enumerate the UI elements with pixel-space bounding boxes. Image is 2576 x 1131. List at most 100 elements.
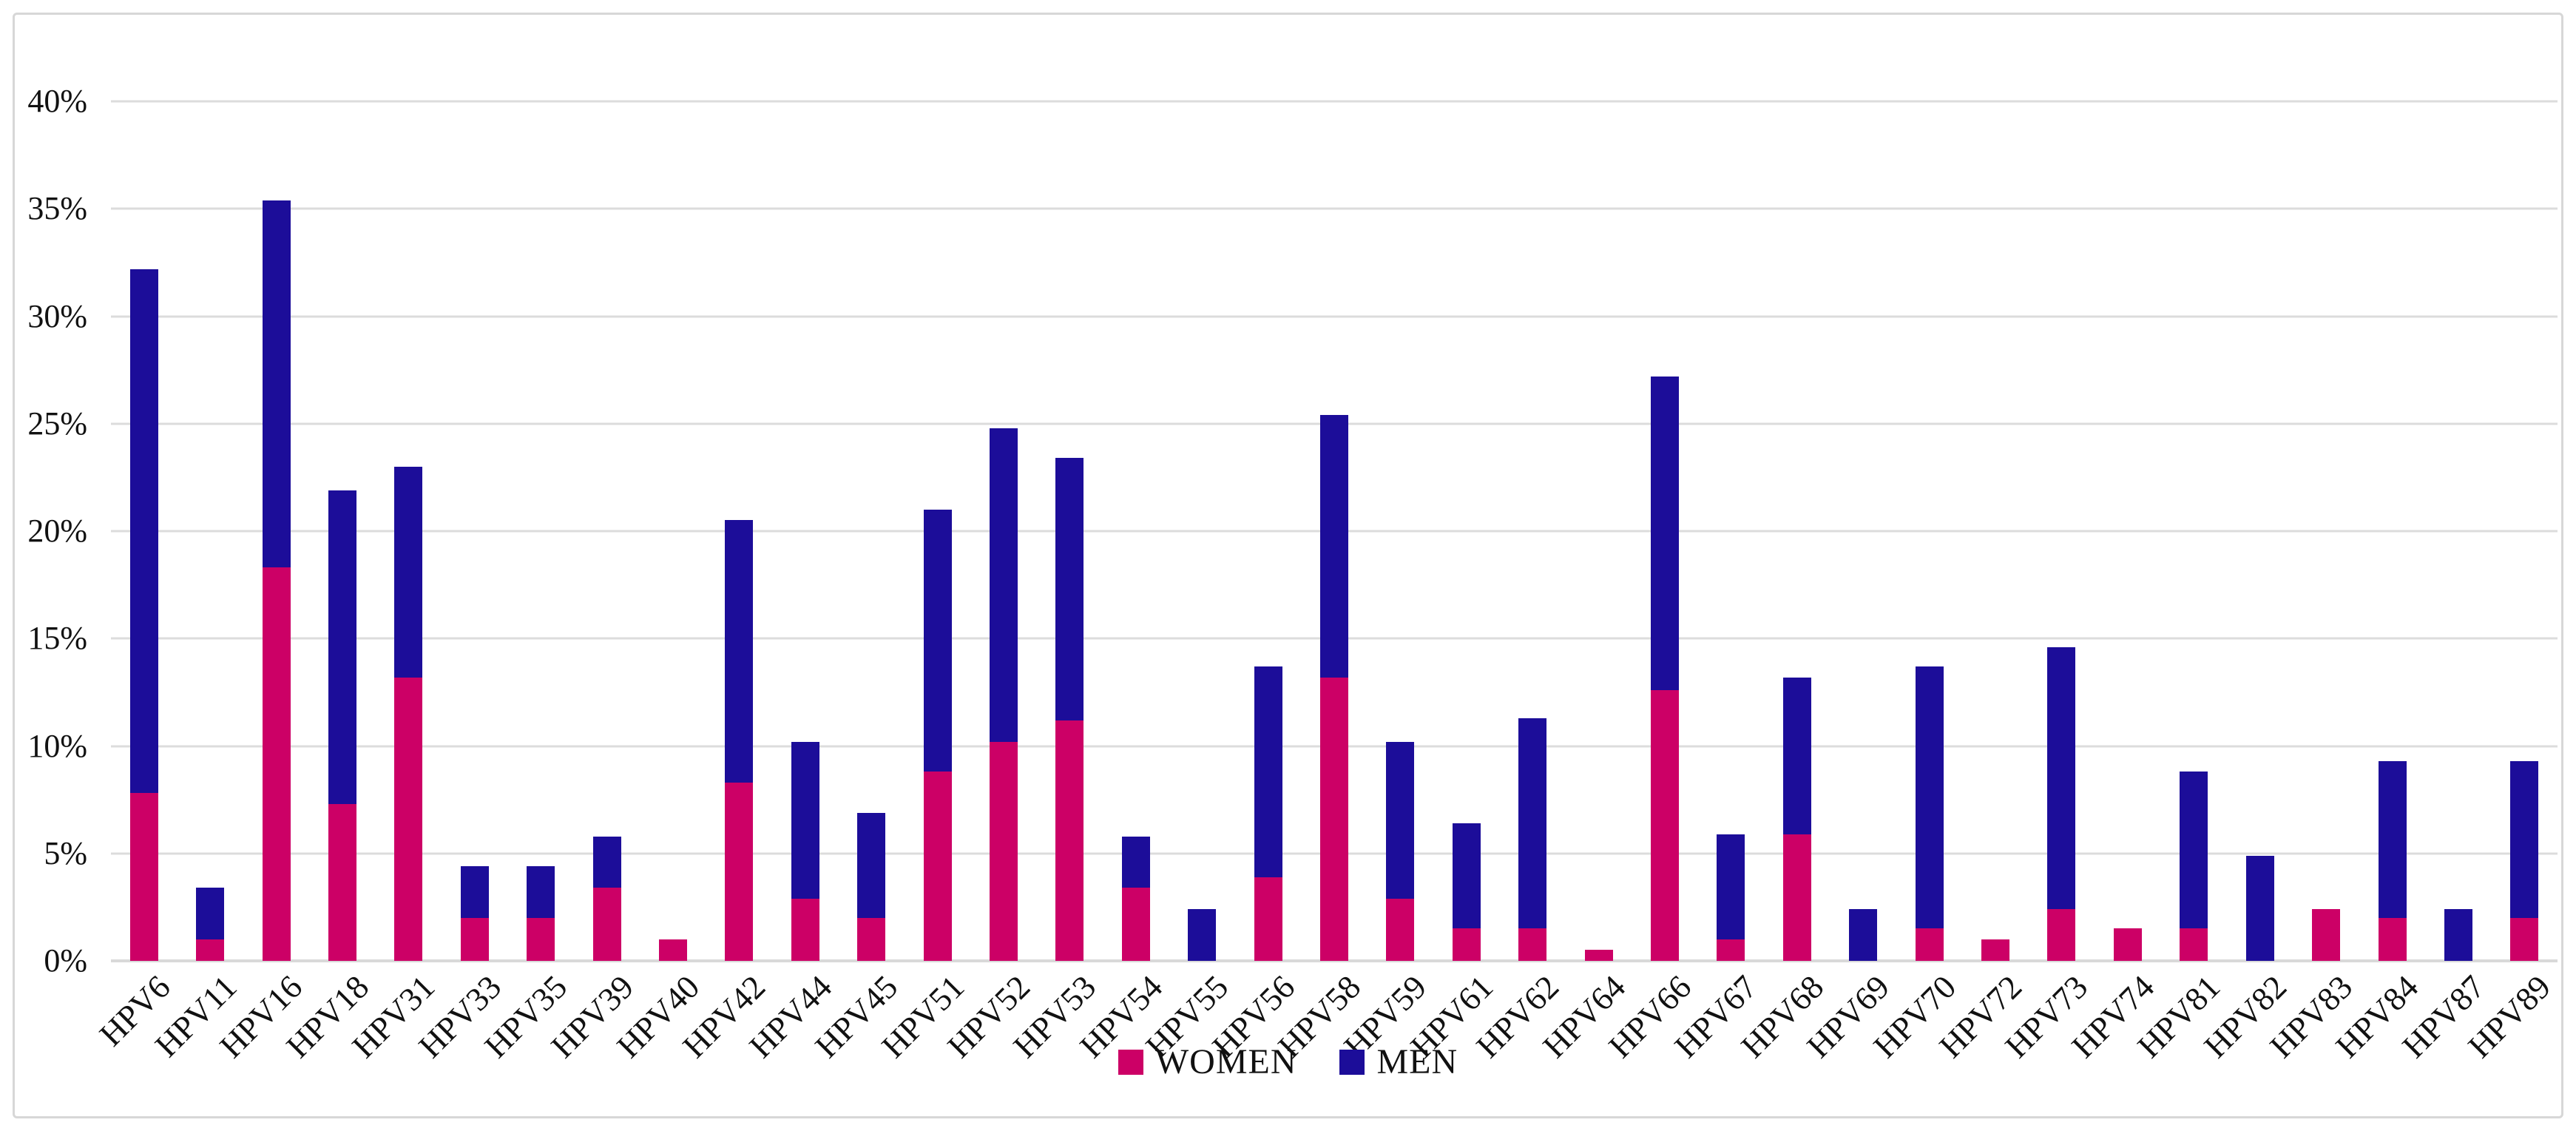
stacked-bar-hpv33 (460, 866, 489, 961)
stacked-bar-hpv58 (1320, 415, 1349, 961)
bar-slot-hpv40 (640, 101, 706, 961)
bar-slot-hpv31 (376, 101, 442, 961)
bar-slot-hpv58 (1301, 101, 1367, 961)
legend-item-women: WOMEN (1118, 1044, 1297, 1080)
stacked-bar-hpv73 (2047, 646, 2076, 961)
bar-segment-men-hpv54 (1121, 836, 1150, 888)
stacked-bar-hpv82 (2245, 855, 2274, 961)
stacked-bar-hpv11 (196, 888, 225, 961)
bar-segment-men-hpv16 (262, 200, 291, 568)
bar-slot-hpv73 (2029, 101, 2095, 961)
stacked-bar-hpv66 (1651, 376, 1680, 961)
y-tick-label-15: 15% (27, 620, 87, 657)
stacked-bar-hpv74 (2113, 928, 2142, 961)
bar-segment-women-hpv44 (791, 898, 819, 961)
stacked-bar-hpv64 (1584, 950, 1613, 961)
bar-slot-hpv61 (1433, 101, 1499, 961)
plot-area (111, 100, 2558, 962)
y-tick-label-40: 40% (27, 83, 87, 119)
bar-segment-women-hpv52 (989, 741, 1018, 961)
bar-slot-hpv35 (507, 101, 573, 961)
bar-segment-women-hpv68 (1782, 834, 1811, 961)
stacked-bar-hpv72 (1981, 939, 2010, 961)
stacked-bar-hpv18 (328, 490, 356, 961)
stacked-bar-hpv89 (2510, 760, 2539, 961)
bar-segment-men-hpv45 (857, 812, 886, 918)
bar-segment-men-hpv53 (1055, 458, 1084, 720)
bar-segment-men-hpv67 (1717, 834, 1745, 939)
bar-segment-women-hpv84 (2378, 917, 2407, 961)
bar-segment-men-hpv31 (394, 466, 423, 678)
bar-segment-women-hpv18 (328, 803, 356, 961)
bar-segment-men-hpv35 (527, 866, 555, 918)
stacked-bar-hpv53 (1055, 458, 1084, 961)
bar-segment-women-hpv11 (196, 939, 225, 961)
stacked-bar-hpv55 (1188, 909, 1217, 961)
bar-segment-women-hpv58 (1320, 677, 1349, 961)
bar-segment-men-hpv6 (129, 269, 158, 794)
stacked-bar-hpv70 (1915, 666, 1944, 961)
bar-slot-hpv42 (706, 101, 772, 961)
bar-slot-hpv44 (772, 101, 838, 961)
bar-segment-women-hpv33 (460, 917, 489, 961)
bar-segment-men-hpv52 (989, 428, 1018, 742)
y-tick-label-25: 25% (27, 405, 87, 442)
bar-slot-hpv64 (1566, 101, 1632, 961)
bar-slot-hpv70 (1896, 101, 1962, 961)
stacked-bar-hpv81 (2180, 772, 2208, 961)
women-color-swatch (1118, 1050, 1143, 1075)
stacked-bar-hpv16 (262, 200, 291, 961)
bar-segment-women-hpv62 (1518, 928, 1547, 961)
bar-segment-women-hpv61 (1452, 928, 1481, 961)
bar-segment-men-hpv82 (2245, 855, 2274, 961)
y-tick-label-0: 0% (44, 942, 87, 979)
bar-segment-women-hpv45 (857, 917, 886, 961)
bar-slot-hpv33 (442, 101, 507, 961)
bar-segment-men-hpv89 (2510, 760, 2539, 918)
bar-slot-hpv18 (309, 101, 375, 961)
stacked-bar-hpv45 (857, 812, 886, 961)
bar-segment-women-hpv74 (2113, 928, 2142, 961)
bar-segment-women-hpv31 (394, 677, 423, 961)
bar-slot-hpv55 (1169, 101, 1235, 961)
stacked-bar-hpv61 (1452, 823, 1481, 961)
men-color-swatch (1339, 1050, 1365, 1075)
gridline-30 (111, 315, 2558, 317)
bar-slot-hpv6 (111, 101, 177, 961)
bar-segment-women-hpv16 (262, 567, 291, 961)
y-axis: 0% 5% 10% 15% 20% 25% 30% 35% 40% (0, 85, 87, 977)
gridline-0 (111, 959, 2558, 962)
bar-segment-men-hpv55 (1188, 909, 1217, 961)
y-tick-label-35: 35% (27, 190, 87, 227)
bar-slot-hpv69 (1830, 101, 1896, 961)
bar-slot-hpv54 (1103, 101, 1169, 961)
bar-segment-women-hpv64 (1584, 950, 1613, 961)
bar-segment-men-hpv73 (2047, 646, 2076, 910)
chart-border-frame (13, 13, 2563, 1118)
bar-segment-women-hpv39 (592, 888, 621, 961)
bar-segment-women-hpv35 (527, 917, 555, 961)
bar-segment-women-hpv53 (1055, 720, 1084, 961)
bar-segment-men-hpv68 (1782, 677, 1811, 834)
bar-segment-women-hpv83 (2312, 909, 2341, 961)
bar-segment-women-hpv59 (1386, 898, 1415, 961)
bar-slot-hpv72 (1962, 101, 2028, 961)
bar-segment-women-hpv56 (1254, 877, 1282, 961)
stacked-bar-hpv67 (1717, 834, 1745, 961)
bar-slot-hpv53 (1037, 101, 1103, 961)
bar-segment-men-hpv61 (1452, 823, 1481, 929)
bar-segment-men-hpv51 (923, 509, 952, 772)
stacked-bar-hpv56 (1254, 666, 1282, 961)
bar-slot-hpv51 (905, 101, 970, 961)
stacked-bar-hpv51 (923, 509, 952, 961)
bar-slot-hpv82 (2227, 101, 2293, 961)
bar-segment-men-hpv11 (196, 888, 225, 939)
bar-segment-men-hpv81 (2180, 772, 2208, 929)
bar-segment-men-hpv39 (592, 836, 621, 888)
bar-segment-men-hpv18 (328, 490, 356, 804)
stacked-bar-hpv6 (129, 269, 158, 961)
y-tick-label-30: 30% (27, 297, 87, 334)
bar-slot-hpv84 (2359, 101, 2425, 961)
bar-slot-hpv45 (838, 101, 904, 961)
